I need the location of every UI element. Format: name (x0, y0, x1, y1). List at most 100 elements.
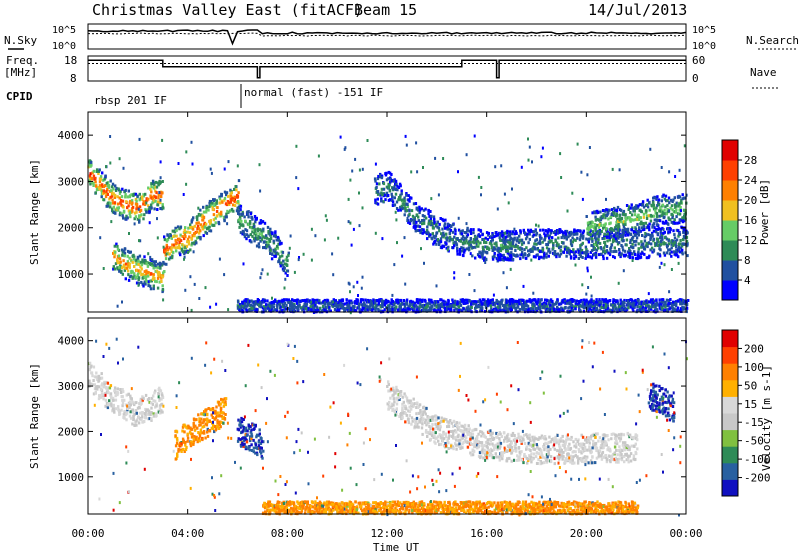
power-colorbar-segment (722, 260, 738, 281)
velocity-cell (138, 406, 140, 409)
power-cell (572, 248, 574, 251)
power-cell (417, 216, 419, 219)
power-cell (386, 178, 388, 181)
power-noise-cell (405, 135, 407, 138)
velocity-cell (93, 366, 95, 369)
power-cell (631, 213, 633, 216)
power-cell (507, 258, 509, 261)
velocity-cell (174, 434, 176, 437)
power-cell (520, 230, 522, 233)
power-cell (121, 188, 123, 191)
velocity-cell (101, 372, 103, 375)
power-cell (246, 229, 248, 232)
power-cell (481, 254, 483, 257)
power-cell (306, 303, 308, 306)
power-cell (645, 307, 647, 310)
power-noise-cell (145, 202, 147, 205)
power-cell (666, 251, 668, 254)
power-cell (155, 191, 157, 194)
power-noise-cell (209, 200, 211, 203)
power-cell (674, 237, 676, 240)
power-cell (656, 308, 658, 311)
power-cell (240, 220, 242, 223)
velocity-cell (176, 442, 178, 445)
power-cell (643, 228, 645, 231)
power-cell (610, 235, 612, 238)
power-cell (378, 182, 380, 185)
power-cell (679, 233, 681, 236)
power-noise-cell (625, 307, 627, 310)
power-cell (635, 240, 637, 243)
power-cell (387, 194, 389, 197)
power-noise-cell (506, 286, 508, 289)
power-cell (160, 280, 162, 283)
power-cell (184, 235, 186, 238)
power-cell (162, 206, 164, 209)
power-cell (411, 218, 413, 221)
power-cell (403, 197, 405, 200)
power-cell (657, 233, 659, 236)
power-cell (638, 226, 640, 229)
velocity-cell (161, 411, 163, 414)
power-cell (635, 228, 637, 231)
power-cell (512, 242, 514, 245)
power-cell (603, 246, 605, 249)
power-noise-cell (532, 292, 534, 295)
velocity-cell (148, 412, 150, 415)
power-cell (464, 302, 466, 305)
power-cell (456, 243, 458, 246)
power-cell (157, 277, 159, 280)
power-colorbar-tick-label: 28 (744, 154, 757, 167)
velocity-cell (104, 383, 106, 386)
power-noise-cell (259, 276, 261, 279)
power-cell (648, 309, 650, 312)
power-cell (122, 206, 124, 209)
nsky-tick-high: 10^5 (52, 25, 76, 36)
power-cell (231, 191, 233, 194)
power-cell (286, 274, 288, 277)
power-cell (271, 232, 273, 235)
power-noise-cell (678, 262, 680, 265)
power-noise-cell (353, 228, 355, 231)
power-cell (617, 235, 619, 238)
power-cell (112, 183, 114, 186)
power-cell (631, 243, 633, 246)
power-noise-cell (303, 253, 305, 256)
power-cell (100, 178, 102, 181)
power-noise-cell (138, 239, 140, 242)
power-cell (536, 232, 538, 235)
power-cell (162, 284, 164, 287)
power-cell (579, 230, 581, 233)
power-cell (147, 265, 149, 268)
power-cell (597, 211, 599, 214)
power-cell (662, 298, 664, 301)
power-cell (482, 250, 484, 253)
power-cell (590, 234, 592, 237)
power-cell (243, 215, 245, 218)
power-cell (138, 276, 140, 279)
power-cell (226, 191, 228, 194)
power-cell (652, 224, 654, 227)
power-cell (673, 233, 675, 236)
power-cell (485, 241, 487, 244)
power-cell (539, 229, 541, 232)
power-cell (247, 213, 249, 216)
power-cell (481, 303, 483, 306)
power-cell (205, 211, 207, 214)
power-cell (468, 248, 470, 251)
power-cell (498, 247, 500, 250)
power-noise-cell (310, 301, 312, 304)
power-cell (574, 307, 576, 310)
power-cell (579, 244, 581, 247)
power-cell (133, 258, 135, 261)
power-cell (403, 299, 405, 302)
power-cell (395, 193, 397, 196)
power-cell (410, 197, 412, 200)
power-cell (610, 230, 612, 233)
power-cell (213, 199, 215, 202)
power-cell (133, 265, 135, 268)
power-cell (656, 223, 658, 226)
power-cell (501, 230, 503, 233)
power-cell (202, 206, 204, 209)
